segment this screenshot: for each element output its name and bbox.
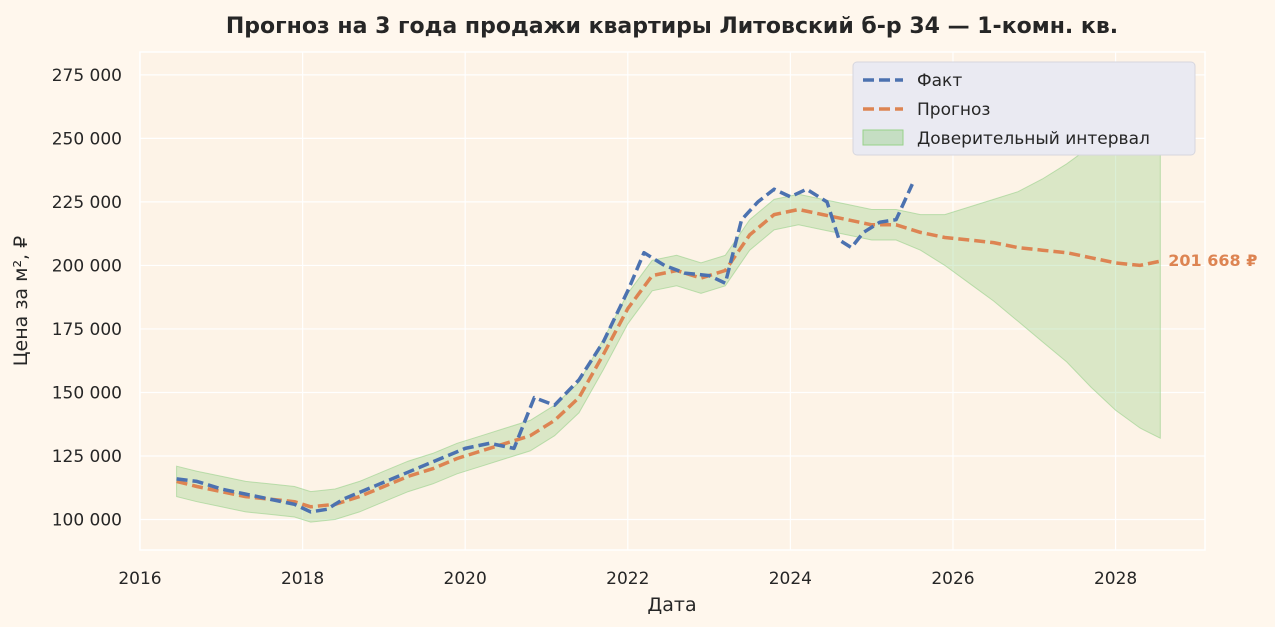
x-tick-label: 2024 [769,569,812,589]
y-tick-label: 250 000 [52,129,122,149]
confidence-band-layer [176,81,1161,523]
series-fact-line [176,183,914,514]
legend-fact-label: Факт [917,71,962,91]
series-forecast-line [176,207,1161,509]
y-tick-label: 200 000 [52,256,122,276]
y-axis-ticks: 100 000 125 000 150 000 175 000 200 000 225 0… [52,66,122,531]
chart-title: Прогноз на 3 года продажи квартиры Литов… [226,14,1118,39]
legend-band-label: Доверительный интервал [917,129,1150,149]
legend: Факт Прогноз Доверительный интервал [852,61,1196,156]
legend-band-swatch [862,129,904,146]
x-axis-ticks: 2016 2018 2020 2022 2024 2026 2028 [118,569,1137,589]
y-axis-title: Цена за м², ₽ [10,236,32,366]
y-tick-label: 175 000 [52,320,122,340]
forecast-end-value-label: 201 668 ₽ [1168,251,1257,270]
series-layer [176,183,1161,514]
y-tick-label: 275 000 [52,66,122,86]
y-tick-label: 100 000 [52,511,122,531]
x-tick-label: 2018 [281,569,324,589]
grid [139,52,1205,550]
legend-frame [852,61,1196,156]
confidence-band [176,81,1161,523]
x-tick-label: 2022 [606,569,649,589]
x-axis-title: Дата [647,594,696,616]
x-tick-label: 2016 [118,569,161,589]
x-tick-label: 2020 [444,569,487,589]
x-tick-label: 2026 [931,569,974,589]
x-tick-label: 2028 [1094,569,1137,589]
legend-forecast-label: Прогноз [917,100,990,120]
y-tick-label: 150 000 [52,383,122,403]
y-tick-label: 225 000 [52,193,122,213]
y-tick-label: 125 000 [52,447,122,467]
